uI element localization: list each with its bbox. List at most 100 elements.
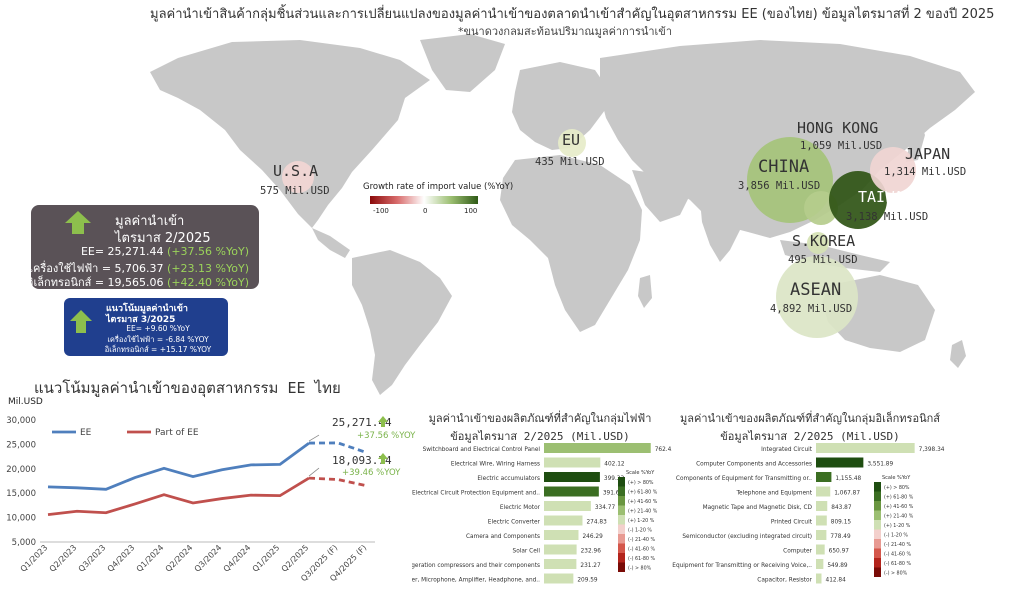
y-tick-label: 20,000	[6, 465, 36, 475]
summary-title-1: มูลค่านำเข้า	[115, 214, 185, 229]
bar	[816, 457, 864, 468]
scale-item-label: (-) 41-60 %	[628, 547, 655, 553]
scale-swatch	[874, 491, 881, 501]
region-name-china: CHINA	[758, 157, 810, 177]
scale-title: Scale %YoY	[882, 475, 911, 481]
region-name-usa: U.S.A	[273, 162, 319, 180]
bar-value-label: 246.29	[582, 534, 603, 540]
region-value-skorea: 495 Mil.USD	[788, 254, 858, 266]
bar	[544, 472, 600, 482]
bar-chart-electrical: Switchboard and Electrical Control Panel…	[412, 443, 672, 584]
part-up-arrow-icon	[378, 453, 388, 459]
bar-category-label: Computer Components and Accessories	[696, 462, 812, 468]
region-name-hongkong: HONG KONG	[797, 119, 879, 137]
part-change-label: +39.46 %YOY	[342, 468, 401, 478]
bar-chart-electronics: Integrated Circuit 7,398.34 Computer Compo…	[672, 443, 945, 584]
trend-box: แนวโน้มมูลค่านำเข้า ไตรมาส 3/2025 EE= +9…	[64, 298, 228, 356]
bubble-japan	[870, 147, 916, 193]
bar	[816, 544, 825, 555]
region-value-china: 3,856 Mil.USD	[738, 180, 821, 192]
bar-category-label: Components of Equipment for Transmitting…	[676, 476, 812, 482]
legend-max: 100	[464, 207, 478, 215]
bar	[816, 472, 832, 482]
region-name-japan: JAPAN	[905, 145, 951, 163]
legend-mid: 0	[423, 207, 428, 215]
trend-title-2: ไตรมาส 3/2025	[106, 315, 176, 325]
bar	[544, 501, 591, 511]
ee-callout-line	[308, 434, 320, 442]
scale-swatch	[618, 515, 625, 525]
scale-item-label: (-) 1-20 %	[628, 528, 652, 534]
region-name-taiwan: TAIWAN	[858, 188, 913, 206]
north-america-shape	[150, 40, 430, 228]
line-chart: 5,000 10,000 15,000 20,000 25,000 30,000 Q1/20…	[6, 416, 375, 583]
sea-islands-shape	[780, 240, 890, 272]
europe-shape	[512, 62, 610, 150]
bar-value-label: 232.96	[581, 549, 602, 555]
bar-category-label: Integrated Circuit	[761, 447, 813, 453]
bar	[544, 530, 579, 540]
scale-swatch	[874, 482, 881, 492]
bar-category-label: Electrical Circuit Protection Equipment …	[412, 491, 540, 497]
bar	[544, 559, 577, 569]
legend-label: EE	[80, 428, 92, 438]
summary-line-electrical: เครื่องใช้ไฟฟ้า = 5,706.37 (+23.13 %YoY)	[29, 262, 249, 275]
bar	[544, 443, 651, 453]
bar-category-label: Electric Converter	[488, 520, 541, 526]
bar-category-label: Electric Motor	[500, 505, 541, 511]
bar-value-label: 762.45	[655, 447, 672, 453]
x-tick-label: Q4/2023	[106, 543, 137, 574]
trend-line-electrical: เครื่องใช้ไฟฟ้า = -6.84 %YOY	[107, 335, 209, 344]
bar-value-label: 334.77	[595, 505, 616, 511]
bar-value-label: 209.59	[577, 578, 598, 584]
summary-line-ee: EE= 25,271.44 (+37.56 %YoY)	[80, 245, 249, 258]
part-callout-line	[308, 467, 320, 477]
ee-point-label: 25,271.44	[332, 416, 392, 429]
new-zealand-shape	[950, 340, 966, 368]
scale-swatch	[874, 548, 881, 558]
africa-shape	[500, 155, 642, 332]
scale-item-label: (+) > 80%	[884, 485, 910, 491]
bar	[544, 515, 583, 526]
region-bubbles	[282, 129, 916, 338]
bar-value-label: 809.15	[831, 520, 852, 526]
region-value-taiwan: 3,138 Mil.USD	[846, 211, 929, 223]
bar-category-label: Camera and Components	[466, 534, 540, 540]
bar2-title-1: มูลค่านำเข้าของผลิตภัณฑ์ที่สำคัญในกลุ่มอ…	[680, 412, 940, 425]
scale-item-label: (+) 61-80 %	[884, 495, 914, 501]
bar-value-label: 1,155.48	[835, 476, 861, 482]
scale-swatch	[618, 562, 625, 572]
trend-up-arrow-stem	[76, 321, 86, 333]
region-value-japan: 1,314 Mil.USD	[884, 166, 967, 178]
scale-item-label: (+) 21-40 %	[884, 514, 914, 520]
scale-item-label: (+) 1-20 %	[884, 523, 911, 529]
bubble-asean	[776, 256, 858, 338]
bar-value-label: 231.27	[580, 563, 601, 569]
region-value-eu: 435 Mil.USD	[535, 156, 605, 168]
bar-value-label: 3,551.89	[867, 462, 893, 468]
scale-swatch	[618, 496, 625, 506]
bar-category-label: Electrical Wire, Wiring Harness	[451, 462, 540, 468]
bar-value-label: 274.83	[586, 520, 607, 526]
series-forecast-ee	[308, 441, 368, 455]
greenland-shape	[420, 34, 505, 92]
scale-item-label: (-) 21-40 %	[884, 542, 911, 548]
x-tick-label: Q1/2024	[135, 543, 166, 574]
bar-value-label: 402.12	[604, 462, 625, 468]
scale-legend-electrical: Scale %YoY (+) > 80% (+) 61-80 % (+) 41-60 …	[618, 470, 658, 572]
bar-category-label: Magnetic Tape and Magnetic Disk, CD	[703, 505, 813, 511]
bar-value-label: 1,067.87	[834, 491, 860, 497]
scale-item-label: (-) 41-60 %	[884, 552, 911, 558]
bar	[544, 457, 601, 468]
bar-category-label: Refrigeration compressors and their comp…	[412, 563, 540, 569]
x-tick-label: Q4/2024	[222, 543, 253, 574]
bar-category-label: Computer	[783, 549, 812, 555]
scale-item-label: (-) > 80%	[884, 571, 908, 577]
madagascar-shape	[638, 275, 652, 308]
region-name-skorea: S.KOREA	[792, 232, 856, 250]
region-name-eu: EU	[562, 131, 581, 149]
ee-up-arrow-stem	[381, 422, 385, 427]
central-america-shape	[312, 228, 350, 258]
scale-item-label: (+) 41-60 %	[628, 499, 658, 505]
bar	[816, 573, 822, 584]
